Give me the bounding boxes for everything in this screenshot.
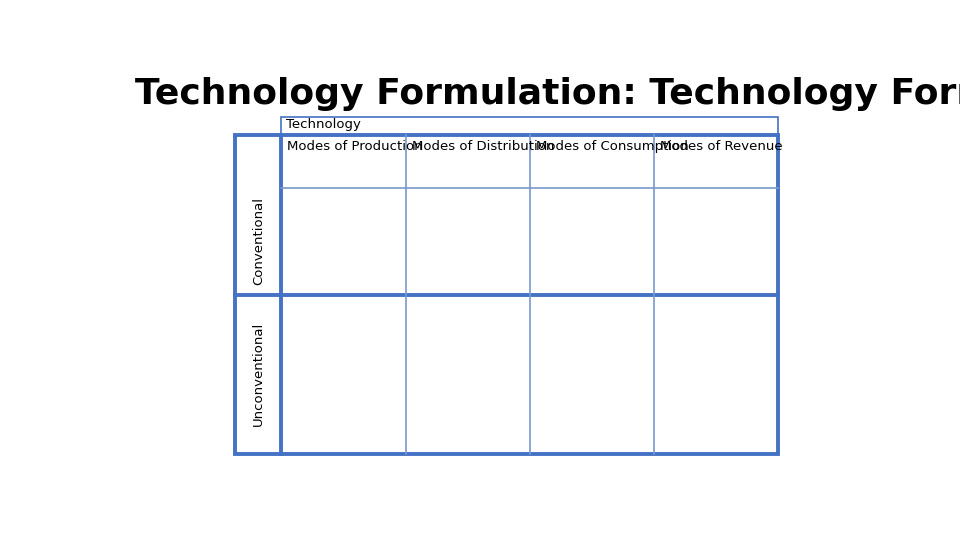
- Text: Modes of Production: Modes of Production: [287, 140, 423, 153]
- Bar: [281, 117, 779, 136]
- Text: Modes of Distribution: Modes of Distribution: [412, 140, 554, 153]
- Text: Conventional: Conventional: [252, 197, 265, 285]
- Text: Technology Formulation: Technology Formulation Canvas: Technology Formulation: Technology Formu…: [134, 77, 960, 111]
- Text: Modes of Consumption: Modes of Consumption: [536, 140, 688, 153]
- Text: Modes of Revenue: Modes of Revenue: [660, 140, 782, 153]
- Text: Unconventional: Unconventional: [252, 322, 265, 426]
- Text: Technology: Technology: [286, 118, 361, 131]
